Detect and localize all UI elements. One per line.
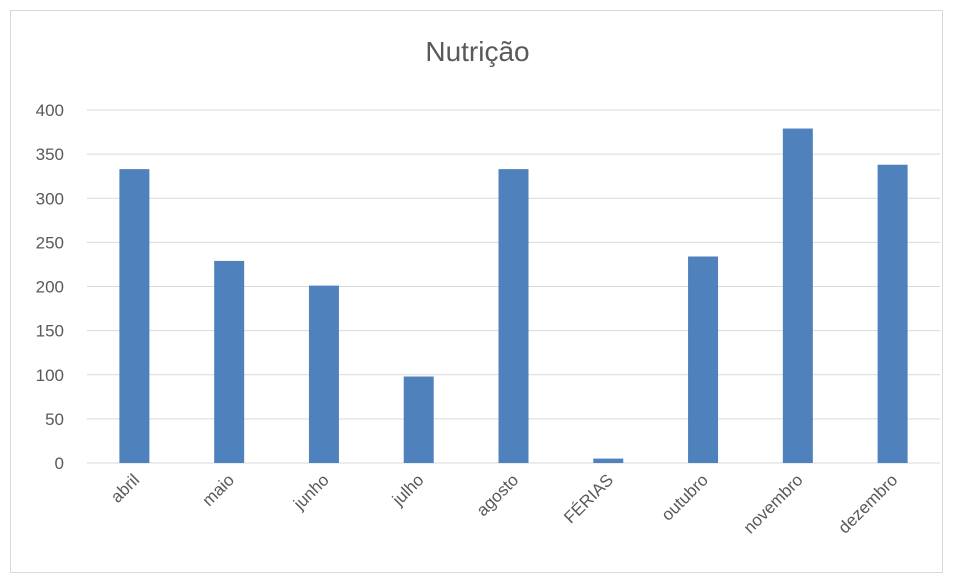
bar-maio (214, 260, 245, 463)
y-tick-label: 400 (36, 101, 64, 120)
y-tick-label: 100 (36, 366, 64, 385)
bar-abril (119, 169, 150, 463)
x-tick-label: FÉRIAS (560, 470, 617, 527)
y-tick-label: 50 (45, 410, 64, 429)
x-tick-label: junho (289, 470, 333, 514)
bar-julho (403, 376, 434, 463)
y-axis: 0 50 100 150 200 250 300 350 400 (36, 101, 64, 473)
y-tick-label: 300 (36, 189, 64, 208)
y-tick-label: 0 (55, 454, 64, 473)
x-tick-label: novembro (740, 470, 807, 537)
x-tick-label: maio (198, 470, 237, 509)
x-tick-label: julho (388, 470, 428, 510)
bar-novembro (782, 128, 813, 463)
x-tick-label: abril (107, 470, 143, 506)
y-tick-label: 350 (36, 145, 64, 164)
bar-outubro (688, 256, 719, 463)
bar-dezembro (877, 164, 908, 463)
chart-title: Nutrição (425, 36, 530, 67)
bar-férias (593, 458, 624, 463)
x-tick-label: outubro (658, 470, 712, 524)
y-tick-label: 150 (36, 322, 64, 341)
x-axis: abril maio junho julho agosto FÉRIAS outubro no… (107, 470, 901, 537)
x-tick-label: agosto (473, 470, 523, 520)
bar-junho (308, 285, 339, 463)
y-tick-label: 200 (36, 278, 64, 297)
x-tick-label: dezembro (835, 470, 902, 537)
y-tick-label: 250 (36, 233, 64, 252)
bar-agosto (498, 169, 529, 463)
bars (119, 128, 908, 463)
